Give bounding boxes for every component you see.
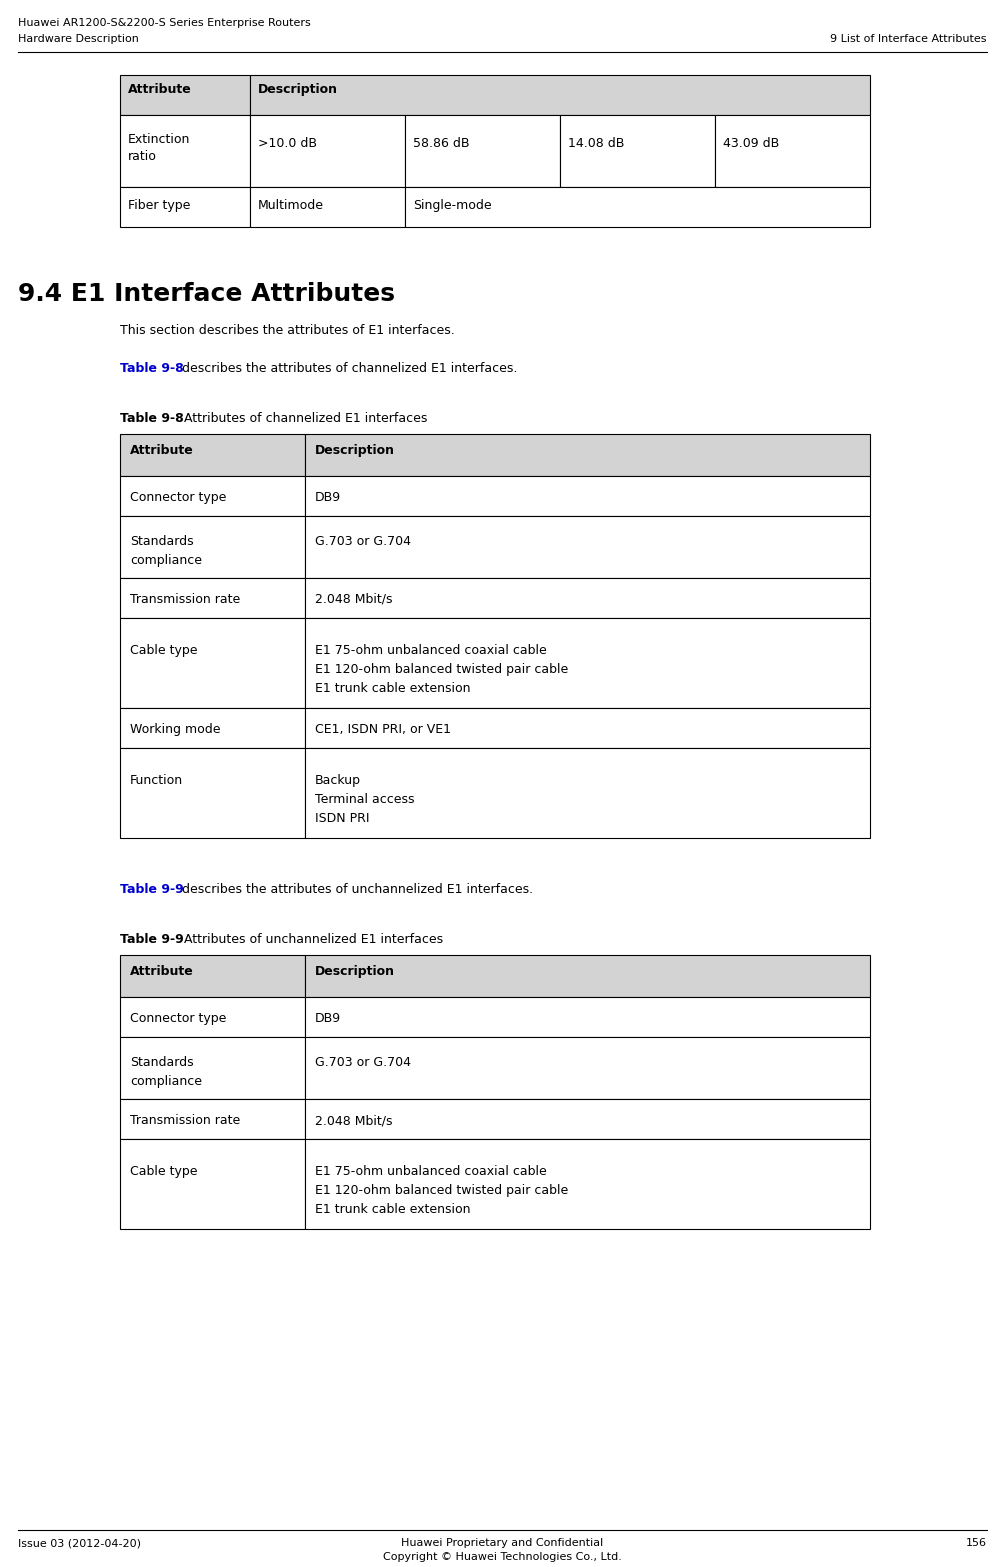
Text: Extinction
ratio: Extinction ratio (128, 133, 190, 163)
Text: Copyright © Huawei Technologies Co., Ltd.: Copyright © Huawei Technologies Co., Ltd… (383, 1551, 621, 1562)
Bar (305, 516, 870, 578)
Text: Attribute: Attribute (130, 965, 194, 978)
Text: G.703 or G.704: G.703 or G.704 (315, 534, 411, 548)
Bar (120, 1037, 305, 1098)
Text: describes the attributes of unchannelized E1 interfaces.: describes the attributes of unchannelize… (178, 882, 533, 896)
Text: Attribute: Attribute (130, 443, 194, 458)
Bar (305, 708, 870, 747)
Bar (305, 476, 870, 516)
Text: Single-mode: Single-mode (413, 199, 491, 212)
Text: E1 75-ohm unbalanced coaxial cable
E1 120-ohm balanced twisted pair cable
E1 tru: E1 75-ohm unbalanced coaxial cable E1 12… (315, 644, 568, 696)
Text: 58.86 dB: 58.86 dB (413, 136, 469, 150)
Bar (120, 708, 305, 747)
Text: 156: 156 (966, 1537, 987, 1548)
Text: Working mode: Working mode (130, 722, 220, 736)
Bar (120, 954, 305, 997)
Bar (120, 578, 305, 617)
Text: Table 9-8: Table 9-8 (120, 362, 184, 375)
Bar (560, 114, 715, 186)
Text: describes the attributes of channelized E1 interfaces.: describes the attributes of channelized … (178, 362, 518, 375)
Text: Table 9-9: Table 9-9 (120, 882, 184, 896)
Bar (305, 1139, 870, 1229)
Text: Table 9-8: Table 9-8 (120, 412, 184, 425)
Text: Issue 03 (2012-04-20): Issue 03 (2012-04-20) (18, 1537, 141, 1548)
Text: DB9: DB9 (315, 490, 341, 505)
Text: 43.09 dB: 43.09 dB (723, 136, 779, 150)
Text: Huawei AR1200-S&2200-S Series Enterprise Routers: Huawei AR1200-S&2200-S Series Enterprise… (18, 17, 311, 28)
Text: Cable type: Cable type (130, 644, 198, 657)
Text: E1 75-ohm unbalanced coaxial cable
E1 120-ohm balanced twisted pair cable
E1 tru: E1 75-ohm unbalanced coaxial cable E1 12… (315, 1164, 568, 1216)
Bar (305, 1098, 870, 1139)
Bar (120, 75, 250, 114)
Text: Transmission rate: Transmission rate (130, 592, 240, 606)
Text: Attribute: Attribute (128, 83, 192, 96)
Text: Hardware Description: Hardware Description (18, 34, 139, 44)
Bar (250, 114, 405, 186)
Text: Table 9-9: Table 9-9 (120, 932, 184, 946)
Bar (305, 617, 870, 708)
Text: Function: Function (130, 774, 183, 787)
Bar (120, 476, 305, 516)
Text: Attributes of unchannelized E1 interfaces: Attributes of unchannelized E1 interface… (180, 932, 443, 946)
Bar (120, 186, 250, 227)
Bar (305, 578, 870, 617)
Text: Attributes of channelized E1 interfaces: Attributes of channelized E1 interfaces (180, 412, 427, 425)
Bar (120, 516, 305, 578)
Bar (120, 747, 305, 838)
Text: Description: Description (315, 965, 395, 978)
Text: Description: Description (315, 443, 395, 458)
Bar (120, 114, 250, 186)
Bar (120, 617, 305, 708)
Text: Multimode: Multimode (258, 199, 324, 212)
Bar (305, 1037, 870, 1098)
Bar (250, 186, 405, 227)
Bar (120, 1098, 305, 1139)
Text: Standards
compliance: Standards compliance (130, 1056, 202, 1087)
Text: DB9: DB9 (315, 1012, 341, 1025)
Text: 14.08 dB: 14.08 dB (568, 136, 624, 150)
Text: Fiber type: Fiber type (128, 199, 190, 212)
Bar (250, 75, 870, 114)
Bar (715, 114, 870, 186)
Bar (305, 997, 870, 1037)
Text: Transmission rate: Transmission rate (130, 1114, 240, 1127)
Text: CE1, ISDN PRI, or VE1: CE1, ISDN PRI, or VE1 (315, 722, 451, 736)
Bar (405, 186, 870, 227)
Text: >10.0 dB: >10.0 dB (258, 136, 317, 150)
Text: Huawei Proprietary and Confidential: Huawei Proprietary and Confidential (401, 1537, 603, 1548)
Bar (305, 434, 870, 476)
Text: Cable type: Cable type (130, 1164, 198, 1178)
Text: Connector type: Connector type (130, 1012, 226, 1025)
Text: Standards
compliance: Standards compliance (130, 534, 202, 567)
Text: Description: Description (258, 83, 338, 96)
Text: Connector type: Connector type (130, 490, 226, 505)
Bar (120, 997, 305, 1037)
Text: Backup
Terminal access
ISDN PRI: Backup Terminal access ISDN PRI (315, 774, 414, 824)
Text: 9 List of Interface Attributes: 9 List of Interface Attributes (830, 34, 987, 44)
Text: G.703 or G.704: G.703 or G.704 (315, 1056, 411, 1069)
Bar (120, 434, 305, 476)
Bar (120, 1139, 305, 1229)
Text: 9.4 E1 Interface Attributes: 9.4 E1 Interface Attributes (18, 282, 395, 306)
Bar (305, 747, 870, 838)
Text: 2.048 Mbit/s: 2.048 Mbit/s (315, 592, 393, 606)
Bar (305, 954, 870, 997)
Text: 2.048 Mbit/s: 2.048 Mbit/s (315, 1114, 393, 1127)
Bar (405, 114, 560, 186)
Text: This section describes the attributes of E1 interfaces.: This section describes the attributes of… (120, 324, 454, 337)
